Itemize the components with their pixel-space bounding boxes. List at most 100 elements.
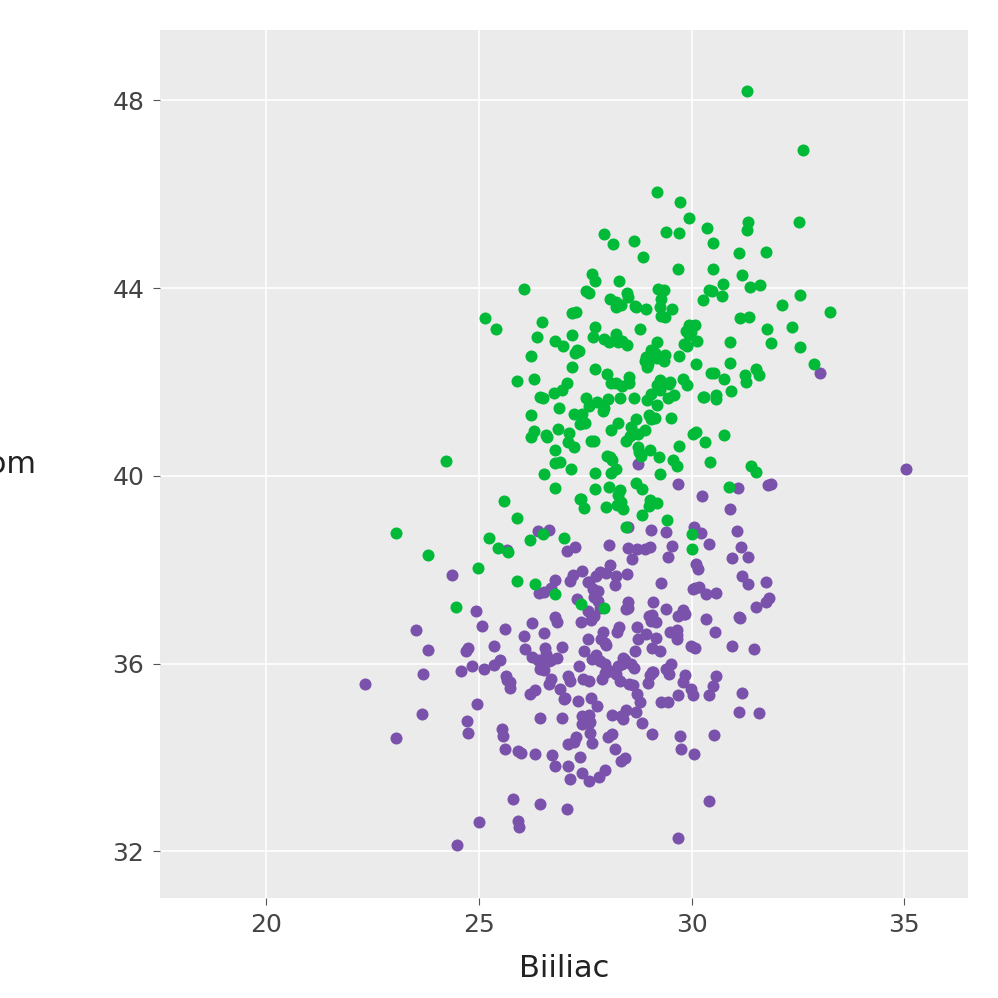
- Point: [572, 491, 588, 507]
- Point: [723, 333, 739, 349]
- Point: [587, 319, 603, 335]
- Point: [566, 439, 582, 455]
- Point: [608, 666, 624, 682]
- Point: [792, 339, 808, 355]
- Point: [532, 710, 548, 726]
- Point: [812, 365, 828, 381]
- Point: [597, 635, 613, 651]
- Point: [573, 615, 589, 631]
- Point: [556, 692, 572, 708]
- Point: [640, 675, 656, 691]
- Point: [626, 233, 642, 249]
- Point: [618, 703, 634, 719]
- Point: [610, 334, 626, 350]
- Point: [581, 715, 597, 731]
- Point: [539, 647, 555, 663]
- Point: [760, 590, 776, 606]
- Point: [554, 639, 570, 655]
- Point: [557, 690, 573, 706]
- Point: [701, 282, 717, 298]
- Point: [670, 476, 686, 492]
- Point: [604, 708, 620, 724]
- Point: [530, 523, 546, 539]
- Point: [497, 742, 513, 757]
- Point: [584, 266, 600, 282]
- Point: [660, 389, 676, 405]
- Point: [681, 317, 697, 333]
- Point: [653, 290, 669, 306]
- Point: [611, 620, 627, 636]
- Point: [618, 519, 634, 535]
- Point: [547, 333, 563, 349]
- Point: [497, 622, 513, 638]
- Point: [658, 661, 674, 677]
- Point: [669, 631, 685, 647]
- Point: [453, 663, 469, 679]
- Point: [600, 730, 616, 746]
- Point: [602, 664, 618, 680]
- Point: [559, 543, 575, 559]
- Point: [688, 317, 704, 333]
- Point: [616, 712, 632, 728]
- Point: [621, 677, 637, 693]
- Point: [574, 406, 590, 422]
- Point: [774, 296, 790, 312]
- Point: [715, 276, 731, 292]
- Point: [663, 410, 679, 426]
- Point: [670, 458, 686, 474]
- Point: [527, 576, 543, 592]
- Point: [591, 594, 607, 610]
- Point: [600, 390, 616, 406]
- Point: [631, 439, 647, 455]
- Point: [629, 619, 645, 635]
- Point: [470, 560, 486, 576]
- Point: [583, 433, 599, 449]
- Point: [674, 742, 690, 757]
- Point: [444, 567, 460, 583]
- Point: [523, 429, 539, 445]
- Point: [630, 456, 646, 472]
- Point: [721, 479, 737, 495]
- Point: [678, 323, 694, 339]
- Point: [677, 667, 693, 683]
- Point: [565, 568, 581, 584]
- Point: [559, 801, 575, 817]
- Point: [574, 708, 590, 724]
- Point: [499, 542, 515, 558]
- Point: [630, 541, 646, 557]
- Point: [677, 606, 693, 622]
- Point: [644, 522, 660, 538]
- Point: [509, 574, 525, 590]
- Point: [522, 686, 538, 702]
- Point: [629, 299, 645, 315]
- Point: [588, 648, 604, 664]
- Point: [693, 525, 709, 541]
- Point: [598, 565, 614, 581]
- Point: [585, 328, 601, 344]
- Point: [598, 638, 614, 654]
- Point: [642, 667, 658, 683]
- Point: [526, 370, 542, 386]
- Point: [584, 651, 600, 667]
- Point: [620, 519, 636, 535]
- Point: [638, 349, 654, 365]
- Point: [536, 584, 552, 600]
- Point: [526, 423, 542, 439]
- Point: [649, 350, 665, 366]
- Point: [592, 564, 608, 580]
- Point: [605, 451, 621, 467]
- Point: [734, 569, 749, 585]
- Point: [576, 643, 592, 659]
- Point: [644, 607, 660, 623]
- Point: [644, 727, 660, 743]
- Point: [748, 361, 763, 377]
- Point: [547, 455, 563, 471]
- Point: [560, 757, 576, 773]
- Point: [733, 611, 748, 627]
- Point: [641, 608, 657, 624]
- Point: [703, 365, 719, 381]
- Point: [653, 576, 669, 592]
- Point: [806, 355, 822, 371]
- Point: [638, 626, 654, 642]
- Point: [505, 791, 521, 807]
